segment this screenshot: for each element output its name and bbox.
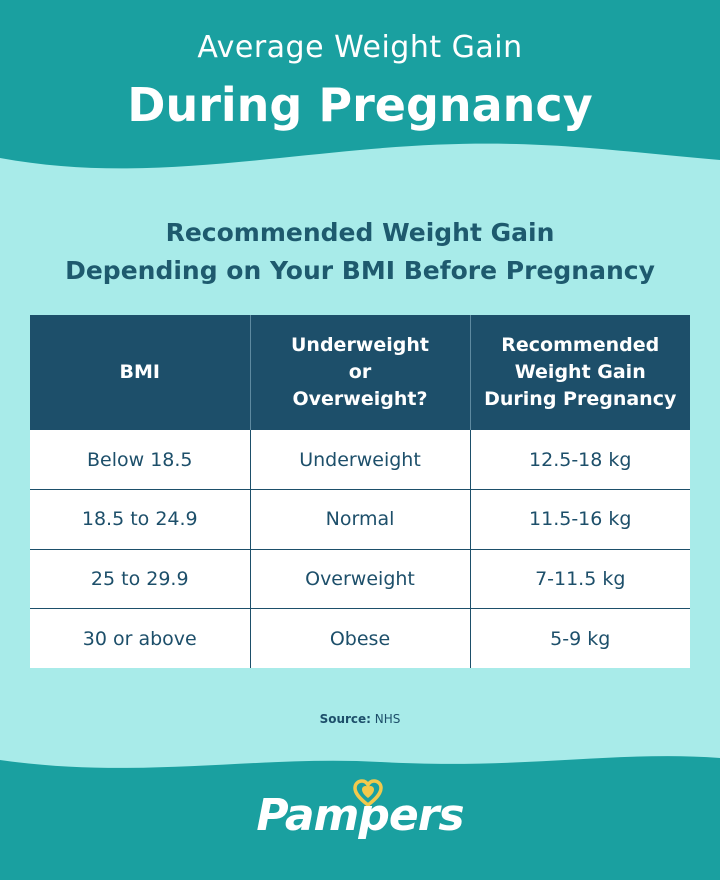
subtitle-line1: Recommended Weight Gain — [165, 218, 555, 247]
table-subtitle: Recommended Weight Gain Depending on You… — [0, 214, 720, 290]
cell-bmi: Below 18.5 — [30, 430, 251, 490]
table-row: 18.5 to 24.9 Normal 11.5-16 kg — [30, 489, 690, 550]
page-title-line2: During Pregnancy — [127, 78, 593, 132]
header-weight-gain-line3: During Pregnancy — [484, 388, 677, 410]
pampers-logo: Pampers — [256, 790, 464, 841]
cell-weight-gain: 12.5-18 kg — [470, 430, 690, 490]
footer-band — [0, 740, 720, 880]
cell-category: Obese — [250, 608, 471, 668]
header-weight-gain-line2: Weight Gain — [514, 361, 646, 383]
cell-bmi: 25 to 29.9 — [30, 549, 251, 609]
cell-weight-gain: 7-11.5 kg — [470, 549, 690, 609]
header-bmi-label: BMI — [119, 361, 160, 383]
source-note: Source: NHS — [0, 712, 720, 726]
header-weight-gain: Recommended Weight Gain During Pregnancy — [470, 315, 690, 430]
source-label: Source: — [319, 712, 371, 726]
bmi-table: BMI Underweight or Overweight? Recommend… — [30, 315, 690, 668]
header-category: Underweight or Overweight? — [250, 315, 471, 430]
header-category-line3: Overweight? — [292, 388, 428, 410]
footer-wave — [0, 756, 720, 880]
cell-weight-gain: 11.5-16 kg — [470, 489, 690, 550]
header-bmi: BMI — [30, 315, 251, 430]
cell-bmi: 18.5 to 24.9 — [30, 489, 251, 550]
table-header-row: BMI Underweight or Overweight? Recommend… — [30, 315, 690, 430]
header-weight-gain-line1: Recommended — [501, 334, 660, 356]
cell-bmi: 30 or above — [30, 608, 251, 668]
table-row: 30 or above Obese 5-9 kg — [30, 608, 690, 668]
header-band — [0, 0, 720, 200]
cell-category: Overweight — [250, 549, 471, 609]
source-value: NHS — [374, 712, 401, 726]
cell-category: Underweight — [250, 430, 471, 490]
table-row: 25 to 29.9 Overweight 7-11.5 kg — [30, 549, 690, 609]
page-title-line1: Average Weight Gain — [197, 30, 523, 65]
header-category-line1: Underweight — [291, 334, 429, 356]
cell-category: Normal — [250, 489, 471, 550]
header-category-line2: or — [348, 361, 372, 383]
heart-icon — [353, 779, 383, 807]
header-wave — [0, 0, 720, 169]
subtitle-line2: Depending on Your BMI Before Pregnancy — [65, 256, 655, 285]
table-row: Below 18.5 Underweight 12.5-18 kg — [30, 430, 690, 490]
cell-weight-gain: 5-9 kg — [470, 608, 690, 668]
